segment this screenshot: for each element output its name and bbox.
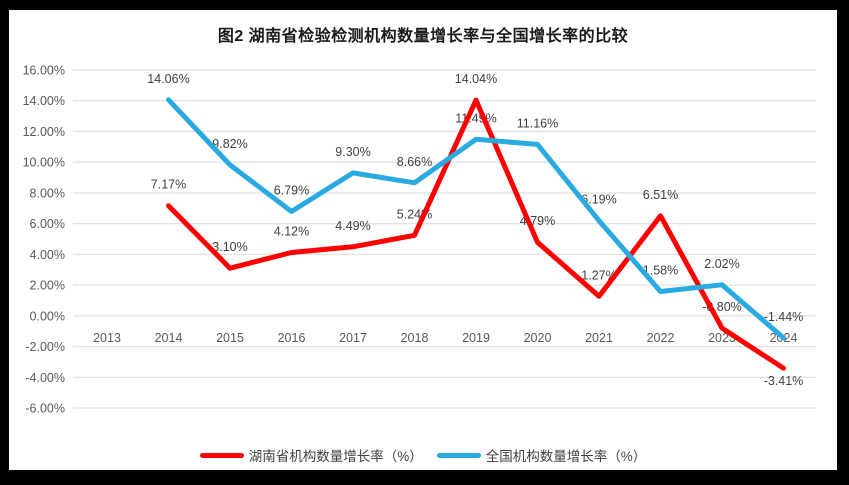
data-label: -3.41% bbox=[764, 374, 804, 388]
y-tick-label: -6.00% bbox=[25, 402, 65, 416]
y-tick-label: 2.00% bbox=[30, 279, 65, 293]
y-tick-label: 6.00% bbox=[30, 217, 65, 231]
chart-legend: 湖南省机构数量增长率（%） 全国机构数量增长率（%） bbox=[9, 445, 837, 465]
x-axis-label: 2016 bbox=[278, 331, 306, 345]
y-tick-label: 14.00% bbox=[23, 94, 65, 108]
data-label: 1.58% bbox=[643, 264, 678, 278]
legend-item-hunan: 湖南省机构数量增长率（%） bbox=[199, 445, 423, 465]
x-axis-label: 2022 bbox=[647, 331, 675, 345]
series-line bbox=[166, 97, 786, 341]
y-tick-label: 12.00% bbox=[23, 125, 65, 139]
data-label: 8.66% bbox=[397, 155, 432, 169]
line-chart: 16.00% 14.00% 12.00% 10.00% 8.00% 6.00% 4.00% 2… bbox=[23, 64, 816, 416]
data-label: 14.06% bbox=[147, 72, 189, 86]
data-label: 6.51% bbox=[643, 188, 678, 202]
x-axis-label: 2015 bbox=[216, 331, 244, 345]
data-label: 11.16% bbox=[517, 116, 558, 130]
legend-item-national: 全国机构数量增长率（%） bbox=[436, 445, 647, 465]
data-label: 9.30% bbox=[335, 145, 370, 159]
data-label: 14.04% bbox=[455, 72, 497, 86]
x-axis-label: 2020 bbox=[524, 331, 552, 345]
data-label: -1.44% bbox=[764, 310, 804, 324]
x-axis-label: 2018 bbox=[401, 331, 429, 345]
legend-label-national: 全国机构数量增长率（%） bbox=[485, 449, 647, 464]
y-tick-label: -2.00% bbox=[25, 340, 65, 354]
data-label: 4.49% bbox=[335, 219, 370, 233]
data-label: 2.02% bbox=[704, 257, 739, 271]
data-label: 4.12% bbox=[274, 225, 309, 239]
data-label: 11.49% bbox=[455, 111, 496, 125]
legend-swatch-national bbox=[436, 452, 481, 458]
x-axis-label: 2013 bbox=[93, 331, 121, 345]
y-tick-label: 10.00% bbox=[23, 156, 65, 170]
data-label: 9.82% bbox=[212, 137, 247, 151]
x-axis-label: 2019 bbox=[462, 331, 490, 345]
chart-title: 图2 湖南省检验检测机构数量增长率与全国增长率的比较 bbox=[217, 28, 629, 45]
data-label: 6.79% bbox=[274, 183, 309, 197]
chart-canvas: 图2 湖南省检验检测机构数量增长率与全国增长率的比较 16.00% 14.00% 1… bbox=[9, 10, 837, 470]
y-tick-label: 0.00% bbox=[30, 309, 65, 323]
data-label: 7.17% bbox=[151, 178, 186, 192]
x-axis-label: 2014 bbox=[155, 331, 183, 345]
data-label: 3.10% bbox=[212, 240, 247, 254]
y-tick-label: 8.00% bbox=[30, 186, 65, 200]
y-tick-label: 4.00% bbox=[30, 248, 65, 262]
x-axis-label: 2021 bbox=[585, 331, 613, 345]
y-tick-label: 16.00% bbox=[23, 64, 65, 78]
legend-swatch-hunan bbox=[199, 452, 244, 458]
data-label: 1.27% bbox=[581, 268, 616, 282]
data-label: 6.19% bbox=[581, 193, 616, 207]
legend-label-hunan: 湖南省机构数量增长率（%） bbox=[248, 449, 423, 464]
y-tick-label: -4.00% bbox=[25, 371, 65, 385]
series-line bbox=[166, 97, 786, 371]
x-axis-label: 2017 bbox=[339, 331, 367, 345]
